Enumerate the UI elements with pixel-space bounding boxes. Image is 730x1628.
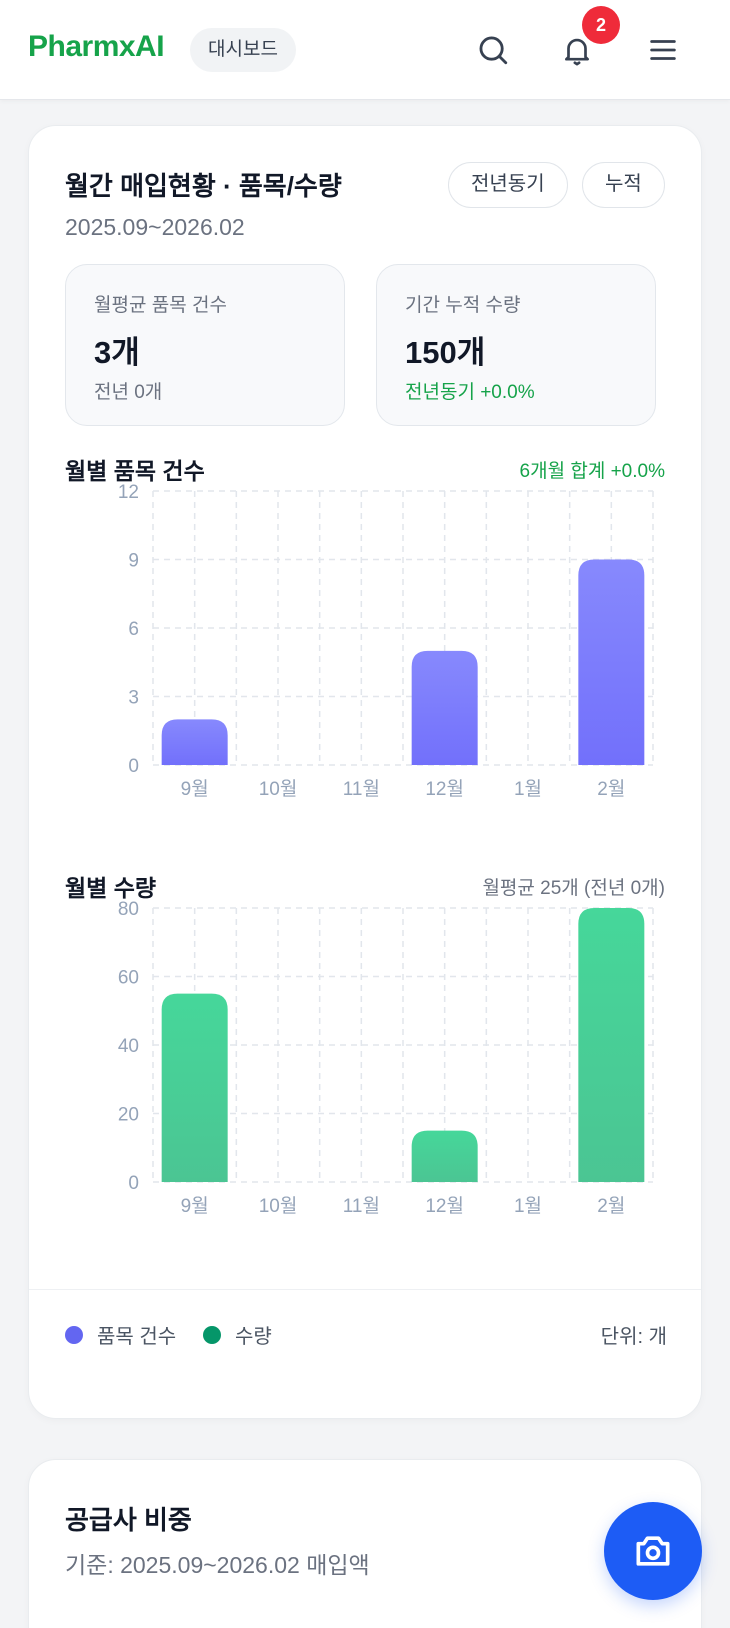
stat-value: 3개 [94, 335, 140, 370]
notifications-button[interactable] [551, 24, 603, 76]
y-tick-label: 9 [128, 551, 139, 572]
camera-fab[interactable] [604, 1502, 702, 1600]
stat-card-avg-items: 월평균 품목 건수 3개 전년 0개 [65, 264, 345, 426]
qty-chart-meta: 월평균 25개 (전년 0개) [482, 878, 665, 899]
legend-dot-green [203, 1325, 221, 1344]
stat-card-total-qty: 기간 누적 수량 150개 전년동기 +0.0% [376, 264, 656, 426]
x-tick-label: 9월 [181, 1195, 209, 1217]
top-app-bar: PharmxAI 대시보드 2 [0, 0, 730, 100]
card-subtitle: 기준: 2025.09~2026.02 매입액 [65, 1552, 370, 1578]
y-tick-label: 60 [118, 968, 139, 989]
cumulative-chip[interactable]: 누적 [582, 162, 665, 208]
legend-qty: 수량 [203, 1320, 272, 1349]
period-label: 2025.09~2026.02 [65, 214, 245, 240]
x-tick-label: 1월 [514, 1195, 542, 1217]
stat-foot: 전년 0개 [94, 382, 163, 403]
stat-foot-yoy: 전년동기 +0.0% [405, 382, 535, 403]
y-tick-label: 20 [118, 1105, 139, 1126]
bar[interactable] [578, 559, 645, 766]
x-tick-label: 9월 [181, 778, 209, 800]
search-button[interactable] [467, 24, 519, 76]
page-label-pill[interactable]: 대시보드 [190, 28, 296, 72]
stat-value: 150개 [405, 335, 486, 370]
y-tick-label: 0 [128, 756, 139, 777]
y-tick-label: 40 [118, 1036, 139, 1057]
bar[interactable] [411, 1130, 478, 1182]
notification-badge: 2 [582, 6, 620, 44]
stat-label: 기간 누적 수량 [405, 295, 521, 316]
qty-chart-title: 월별 수량 [65, 875, 157, 901]
bar[interactable] [411, 650, 478, 765]
chart-legend: 품목 건수 수량 단위: 개 [29, 1289, 701, 1373]
x-tick-label: 11월 [343, 1195, 380, 1217]
menu-button[interactable] [637, 24, 689, 76]
x-tick-label: 10월 [259, 1195, 298, 1217]
items-bar-chart[interactable]: 0 3 6 9 12 9월 10월 11월 12월 1월 2월 [29, 481, 703, 811]
legend-label: 수량 [235, 1326, 272, 1348]
y-tick-label: 3 [128, 688, 139, 709]
x-tick-label: 1월 [514, 778, 542, 800]
y-tick-label: 12 [118, 482, 139, 503]
x-tick-label: 2월 [597, 778, 625, 800]
x-tick-label: 10월 [259, 778, 298, 800]
x-tick-label: 11월 [343, 778, 380, 800]
items-chart-title: 월별 품목 건수 [65, 458, 205, 484]
supplier-share-card: 공급사 비중 기준: 2025.09~2026.02 매입액 [28, 1459, 702, 1628]
bar[interactable] [161, 993, 228, 1182]
y-tick-label: 80 [118, 899, 139, 920]
x-tick-label: 12월 [425, 1195, 464, 1217]
stat-label: 월평균 품목 건수 [94, 295, 227, 316]
bar[interactable] [161, 719, 228, 765]
qty-bar-chart[interactable]: 0 20 40 60 80 9월 10월 11월 12월 1월 2월 [29, 898, 703, 1228]
unit-label: 단위: 개 [600, 1326, 667, 1348]
y-tick-label: 0 [128, 1173, 139, 1194]
menu-icon [650, 40, 676, 60]
bell-icon [565, 38, 589, 66]
bar[interactable] [578, 908, 645, 1182]
yoy-chip[interactable]: 전년동기 [448, 162, 568, 208]
items-chart-meta: 6개월 합계 +0.0% [519, 461, 665, 482]
legend-dot-purple [65, 1325, 83, 1344]
legend-label: 품목 건수 [97, 1326, 177, 1348]
x-tick-label: 12월 [425, 778, 464, 800]
card-title: 월간 매입현황 · 품목/수량 [65, 171, 342, 201]
y-tick-label: 6 [128, 619, 139, 640]
legend-items: 품목 건수 [65, 1320, 176, 1349]
brand-logo[interactable]: PharmxAI [28, 30, 165, 63]
monthly-purchase-card: 월간 매입현황 · 품목/수량 2025.09~2026.02 전년동기 누적 … [28, 125, 702, 1419]
search-icon [479, 36, 508, 65]
camera-icon [636, 1536, 670, 1566]
x-tick-label: 2월 [597, 1195, 625, 1217]
card-title: 공급사 비중 [65, 1505, 192, 1535]
